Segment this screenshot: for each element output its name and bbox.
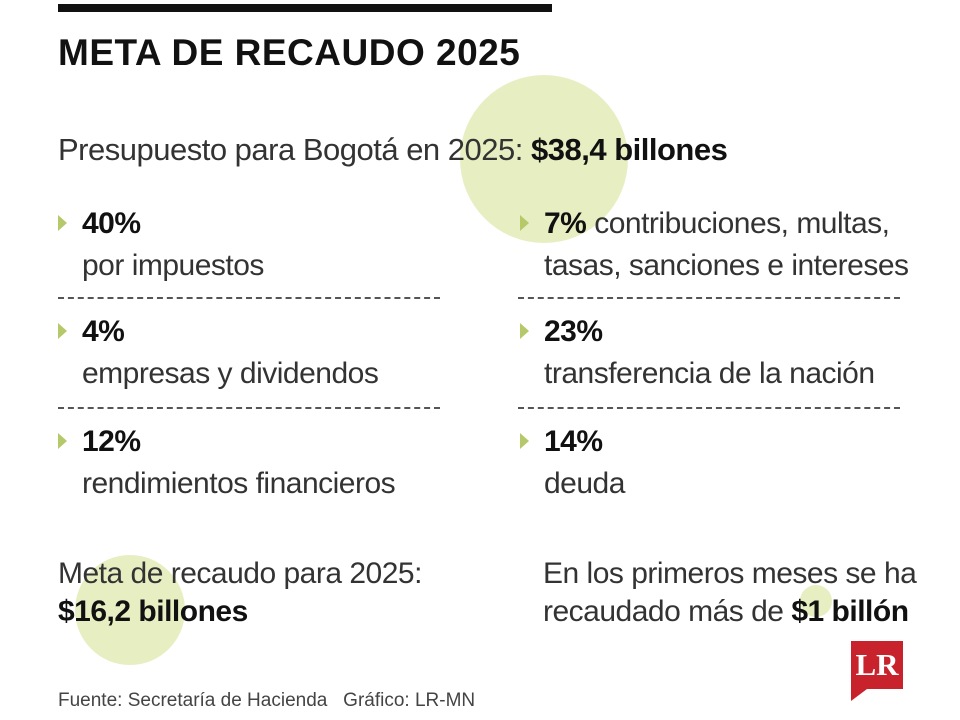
highlight-circle bbox=[460, 75, 628, 243]
highlight-circle bbox=[75, 555, 185, 665]
goal-value: $16,2 billones bbox=[58, 595, 248, 628]
arrow-bullet-icon bbox=[520, 323, 529, 339]
item-description: tasas, sanciones e intereses bbox=[544, 249, 909, 282]
highlight-circle bbox=[800, 585, 832, 617]
item-percent: 4% bbox=[82, 315, 125, 348]
budget-label: Presupuesto para Bogotá en 2025: bbox=[58, 132, 523, 167]
arrow-bullet-icon bbox=[58, 433, 67, 449]
page-title: META DE RECAUDO 2025 bbox=[58, 32, 521, 73]
goal-block: Meta de recaudo para 2025: $16,2 billone… bbox=[58, 555, 422, 631]
item-description-inline: contribuciones, multas, bbox=[594, 207, 890, 240]
item-description: por impuestos bbox=[82, 249, 264, 282]
divider bbox=[518, 297, 900, 299]
arrow-bullet-icon bbox=[58, 215, 67, 231]
collected-line1: En los primeros meses se ha bbox=[543, 557, 917, 590]
collected-block: En los primeros meses se ha recaudado má… bbox=[543, 555, 917, 631]
item-description: empresas y dividendos bbox=[82, 357, 379, 390]
arrow-bullet-icon bbox=[520, 433, 529, 449]
source-note: Fuente: Secretaría de Hacienda Gráfico: … bbox=[58, 690, 476, 711]
item-description: deuda bbox=[544, 467, 625, 500]
collected-value: $1 billón bbox=[791, 595, 909, 628]
budget-value: $38,4 billones bbox=[531, 132, 728, 167]
top-rule bbox=[58, 4, 552, 12]
divider bbox=[58, 297, 440, 299]
item-description: rendimientos financieros bbox=[82, 467, 396, 500]
item-percent: 14% bbox=[544, 425, 603, 458]
arrow-bullet-icon bbox=[58, 323, 67, 339]
item-percent: 23% bbox=[544, 315, 603, 348]
divider bbox=[518, 407, 900, 409]
item-percent: 40% bbox=[82, 207, 141, 240]
goal-label: Meta de recaudo para 2025: bbox=[58, 557, 422, 590]
arrow-bullet-icon bbox=[520, 215, 529, 231]
divider bbox=[58, 407, 440, 409]
lr-logo-tail bbox=[851, 689, 867, 701]
lr-logo: LR bbox=[851, 641, 903, 689]
budget-line: Presupuesto para Bogotá en 2025: $38,4 b… bbox=[58, 132, 728, 168]
collected-line2: recaudado más de bbox=[543, 595, 784, 628]
item-description: transferencia de la nación bbox=[544, 357, 875, 390]
item-percent: 12% bbox=[82, 425, 141, 458]
item-percent: 7% contribuciones, multas, bbox=[544, 207, 890, 240]
